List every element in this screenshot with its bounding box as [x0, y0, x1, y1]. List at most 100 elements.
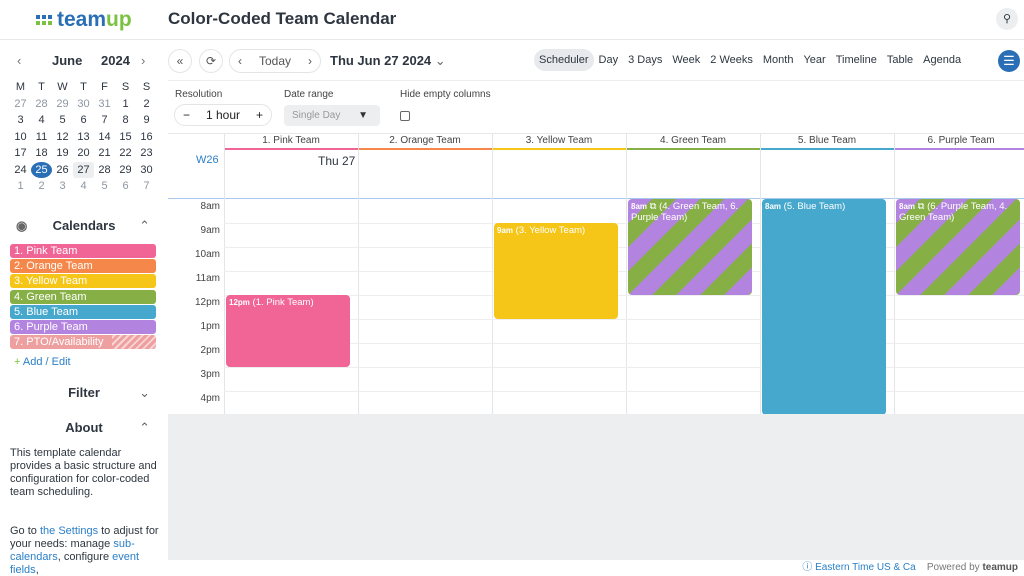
calendars-section-header[interactable]: ◉ Calendars ⌃ — [16, 218, 150, 233]
column-header[interactable]: 4. Green Team — [626, 134, 760, 150]
view-tab-2-weeks[interactable]: 2 Weeks — [710, 54, 753, 66]
prev-month-icon[interactable]: ‹ — [17, 53, 22, 68]
event[interactable]: 8am (5. Blue Team) — [762, 199, 886, 415]
footer-logo[interactable]: teamup — [982, 562, 1018, 573]
minical-year[interactable]: 2024 — [101, 53, 130, 68]
minical-day[interactable]: 3 — [17, 114, 24, 126]
minical-day[interactable]: 30 — [77, 97, 90, 110]
sidebar-calendar-item[interactable]: 2. Orange Team — [10, 259, 156, 274]
minical-day[interactable]: 3 — [59, 180, 66, 192]
minical-day[interactable]: 11 — [35, 130, 48, 143]
menu-icon[interactable]: ☰ — [998, 50, 1020, 72]
column-header[interactable]: 2. Orange Team — [358, 134, 492, 150]
minical-day[interactable]: 7 — [101, 114, 108, 126]
sidebar-calendar-item[interactable]: 4. Green Team — [10, 289, 156, 304]
view-tab-scheduler[interactable]: Scheduler — [534, 49, 594, 71]
minical-day[interactable]: 6 — [122, 180, 129, 192]
week-number[interactable]: W26 — [196, 154, 219, 166]
decrease-button[interactable]: − — [183, 108, 191, 122]
minical-day[interactable]: 29 — [56, 97, 69, 110]
search-icon[interactable]: ⚲ — [996, 8, 1018, 30]
column-header[interactable]: 1. Pink Team — [224, 134, 358, 150]
teamup-logo[interactable]: teamup — [36, 8, 132, 32]
view-tab-week[interactable]: Week — [672, 54, 701, 66]
minical-day[interactable]: 31 — [98, 97, 111, 110]
hide-empty-checkbox[interactable] — [400, 111, 410, 121]
minical-day[interactable]: 25 — [31, 161, 52, 178]
minical-day[interactable]: 28 — [35, 97, 48, 110]
minical-day[interactable]: 1 — [122, 97, 129, 110]
minical-day[interactable]: 27 — [73, 161, 94, 178]
chevron-up-icon[interactable]: ⌃ — [139, 218, 150, 233]
next-month-icon[interactable]: › — [141, 53, 146, 68]
sub-calendars-link[interactable]: sub-calendars — [10, 538, 135, 563]
minical-day[interactable]: 8 — [122, 114, 129, 126]
settings-link[interactable]: the Settings — [39, 525, 99, 537]
increase-button[interactable]: + — [255, 108, 263, 122]
event[interactable]: 8am ⧉ (4. Green Team, 6. Purple Team) — [628, 199, 752, 295]
minical-day[interactable]: 26 — [56, 163, 69, 176]
filter-section-header[interactable]: Filter ⌄ — [68, 385, 150, 400]
sidebar-calendar-item[interactable]: 3. Yellow Team — [10, 274, 156, 289]
minical-day[interactable]: 23 — [140, 147, 153, 159]
minical-day[interactable]: 20 — [77, 147, 90, 159]
event[interactable]: 12pm (1. Pink Team) — [226, 295, 350, 367]
sidebar-calendar-item[interactable]: 5. Blue Team — [10, 304, 156, 319]
event-fields-link[interactable]: event fields — [10, 551, 140, 576]
minical-day[interactable]: 13 — [77, 130, 90, 143]
date-picker[interactable]: Thu Jun 27 2024 ⌄ — [330, 53, 446, 68]
view-tab-year[interactable]: Year — [803, 54, 826, 66]
sidebar-calendar-item[interactable]: 6. Purple Team — [10, 320, 156, 334]
minical-day[interactable]: 12 — [56, 130, 69, 143]
about-section-header[interactable]: About ⌃ — [65, 420, 150, 435]
collapse-sidebar-button[interactable]: « — [168, 49, 192, 73]
minical-day[interactable]: 22 — [119, 147, 132, 159]
minical-month[interactable]: June — [52, 53, 83, 68]
column-header[interactable]: 5. Blue Team — [760, 134, 894, 150]
event[interactable]: 9am (3. Yellow Team) — [494, 223, 618, 319]
minical-day[interactable]: 19 — [56, 147, 69, 159]
minical-day[interactable]: 7 — [143, 180, 150, 192]
minical-day[interactable]: 5 — [59, 114, 66, 126]
today-button[interactable]: Today — [258, 54, 292, 68]
view-tab-timeline[interactable]: Timeline — [835, 54, 877, 66]
minical-day[interactable]: 18 — [35, 147, 48, 159]
day-label[interactable]: Thu 27 — [318, 154, 356, 168]
column-header[interactable]: 6. Purple Team — [894, 134, 1024, 150]
minical-day[interactable]: 16 — [140, 130, 153, 143]
minical-day[interactable]: 17 — [14, 147, 27, 159]
minical-day[interactable]: 2 — [38, 180, 45, 192]
minical-day[interactable]: 30 — [140, 163, 153, 176]
minical-day[interactable]: 28 — [98, 163, 111, 176]
minical-day[interactable]: 9 — [143, 114, 150, 126]
view-tab-month[interactable]: Month — [762, 54, 794, 66]
next-button[interactable]: › — [308, 54, 312, 68]
minical-day[interactable]: 4 — [38, 114, 45, 126]
minical-day[interactable]: 24 — [14, 163, 27, 176]
timezone-link[interactable]: ⓘ Eastern Time US & Ca — [802, 562, 916, 573]
view-tab-day[interactable]: Day — [598, 54, 619, 66]
minical-day[interactable]: 2 — [143, 97, 150, 110]
minical-day[interactable]: 1 — [17, 180, 24, 192]
chevron-up-icon[interactable]: ⌃ — [139, 420, 150, 435]
add-edit-link[interactable]: + Add / Edit — [14, 356, 71, 368]
minical-day[interactable]: 4 — [80, 180, 87, 192]
sidebar-calendar-item[interactable]: 7. PTO/Availability — [10, 335, 156, 350]
eye-icon[interactable]: ◉ — [16, 218, 28, 233]
minical-day[interactable]: 10 — [14, 130, 27, 143]
view-tab-table[interactable]: Table — [886, 54, 914, 66]
sidebar-calendar-item[interactable]: 1. Pink Team — [10, 244, 156, 258]
view-tab-3-days[interactable]: 3 Days — [628, 54, 663, 66]
minical-day[interactable]: 27 — [14, 97, 27, 110]
refresh-button[interactable]: ⟳ — [199, 49, 223, 73]
minical-day[interactable]: 29 — [119, 163, 132, 176]
minical-day[interactable]: 5 — [101, 180, 108, 192]
date-range-select[interactable]: Single Day ▼ — [284, 105, 380, 126]
minical-day[interactable]: 15 — [119, 130, 132, 143]
minical-day[interactable]: 6 — [80, 114, 87, 126]
resolution-stepper[interactable]: − 1 hour + — [174, 104, 272, 126]
chevron-down-icon[interactable]: ⌄ — [139, 385, 150, 400]
minical-day[interactable]: 21 — [98, 147, 111, 159]
view-tab-agenda[interactable]: Agenda — [923, 54, 962, 66]
event[interactable]: 8am ⧉ (6. Purple Team, 4. Green Team) — [896, 199, 1020, 295]
